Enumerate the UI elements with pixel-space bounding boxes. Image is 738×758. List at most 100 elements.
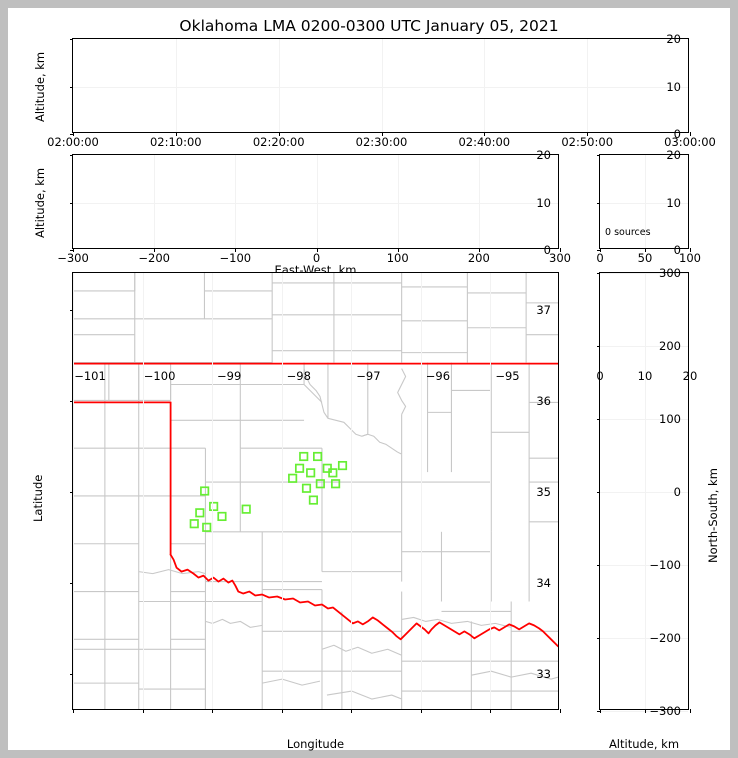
y-tick-label: 34	[536, 576, 551, 590]
x-tick	[235, 248, 237, 252]
y-tick	[69, 250, 73, 251]
x-tick-label: −101	[74, 369, 106, 383]
map-geometry	[73, 273, 558, 709]
x-tick	[560, 248, 561, 252]
gridline	[645, 155, 646, 248]
x-axis-label: Altitude, km	[608, 737, 680, 751]
gridline	[600, 492, 688, 493]
y-tick-label: 36	[536, 394, 551, 408]
x-tick-label: 02:30:00	[355, 135, 408, 149]
x-tick-label: −100	[219, 251, 252, 265]
gridline	[645, 273, 646, 709]
lma-station-marker	[313, 451, 323, 462]
y-tick	[69, 39, 73, 40]
y-tick-label: 35	[536, 485, 551, 499]
y-tick-label: 10	[666, 79, 681, 94]
lma-station-marker	[209, 501, 219, 512]
gridline	[587, 39, 589, 132]
panel-time-height[interactable]: 0 10 20 02:00:00 02:10:00 02:20:00 02:30…	[33, 32, 716, 149]
x-tick	[73, 132, 74, 136]
y-tick-label: 0	[673, 485, 681, 499]
y-tick-label: −300	[649, 704, 681, 718]
y-tick-label: 0	[673, 243, 681, 257]
x-tick-label: 300	[549, 251, 571, 265]
y-tick-label: 20	[666, 148, 681, 162]
x-tick	[690, 709, 691, 713]
x-tick	[600, 709, 601, 713]
gridline	[235, 155, 237, 248]
y-tick	[69, 310, 73, 311]
x-tick-label: −99	[217, 369, 242, 383]
x-tick	[73, 248, 74, 252]
y-tick	[596, 202, 600, 204]
y-tick-label: 0	[543, 243, 551, 257]
lma-station-marker	[241, 504, 251, 514]
x-tick	[484, 132, 486, 136]
x-tick-label: 10	[637, 369, 653, 383]
x-tick-label: 02:40:00	[458, 135, 511, 149]
panel-source-histogram[interactable]: 0 10 20 0 50 100 0 sources	[596, 148, 701, 265]
gridline	[600, 711, 688, 712]
x-tick-label: 20	[682, 369, 698, 383]
y-tick	[69, 401, 73, 402]
panel-ew-height[interactable]: 0 10 20 −300 −200 −100 0 100 200 300 Alt…	[33, 148, 571, 277]
x-tick-label: 02:20:00	[252, 135, 305, 149]
x-tick	[351, 709, 353, 713]
x-tick-label: −300	[57, 251, 89, 265]
y-tick-label: −100	[649, 558, 681, 572]
x-tick-label: −98	[286, 369, 311, 383]
lma-station-marker	[328, 468, 338, 478]
y-tick	[69, 86, 73, 88]
y-tick-label: 10	[536, 195, 551, 210]
y-tick-label: 20	[666, 32, 681, 46]
y-tick-label: 0	[673, 127, 681, 141]
panel-ns-height[interactable]: 300 200 100 0 −100 −200 −300 0 10 20 Nor…	[596, 266, 720, 751]
y-tick	[596, 711, 600, 712]
gridline	[73, 86, 688, 88]
y-tick	[596, 638, 600, 639]
x-tick-label: 100	[679, 251, 701, 265]
gridline	[175, 39, 177, 132]
lma-station-marker	[200, 486, 210, 496]
gridline	[420, 273, 422, 709]
gridline	[490, 273, 492, 709]
x-tick-label: 100	[386, 251, 409, 265]
x-tick-label: 50	[637, 251, 653, 265]
gridline	[600, 273, 688, 274]
figure-title: Oklahoma LMA 0200-0300 UTC January 05, 2…	[179, 17, 559, 35]
lma-station-marker	[337, 460, 348, 471]
lma-station-marker	[315, 479, 325, 489]
lma-station-marker	[288, 473, 298, 483]
x-tick	[490, 709, 492, 713]
y-tick	[69, 134, 73, 135]
x-tick	[587, 132, 589, 136]
x-tick	[154, 248, 156, 252]
y-tick	[596, 273, 600, 274]
gridline	[600, 638, 688, 639]
x-tick	[478, 248, 480, 252]
y-tick	[69, 674, 73, 675]
x-tick	[690, 132, 691, 136]
x-axis-label: Longitude	[286, 737, 345, 751]
y-tick-label: −200	[649, 631, 681, 645]
x-tick	[397, 248, 399, 252]
y-tick-label: 200	[659, 339, 681, 353]
x-tick-label: 02:00:00	[47, 135, 99, 149]
y-tick-label: 20	[536, 148, 551, 162]
x-tick-label: −100	[143, 369, 176, 383]
x-tick	[278, 132, 280, 136]
y-tick	[596, 250, 600, 251]
x-tick	[645, 709, 646, 713]
y-tick-label: 10	[666, 195, 681, 210]
x-tick-label: 0	[596, 251, 604, 265]
y-tick	[69, 155, 73, 156]
x-tick	[690, 248, 691, 252]
gridline	[600, 419, 688, 420]
gridline	[600, 346, 688, 347]
gridline	[381, 39, 383, 132]
panel-map[interactable]: 33 34 35 36 37 −101 −100 −99 −98 −97 −96…	[31, 272, 561, 751]
y-tick	[596, 419, 600, 420]
x-tick	[175, 132, 177, 136]
y-tick-label: 300	[659, 266, 681, 280]
y-tick-label: 100	[659, 412, 681, 426]
